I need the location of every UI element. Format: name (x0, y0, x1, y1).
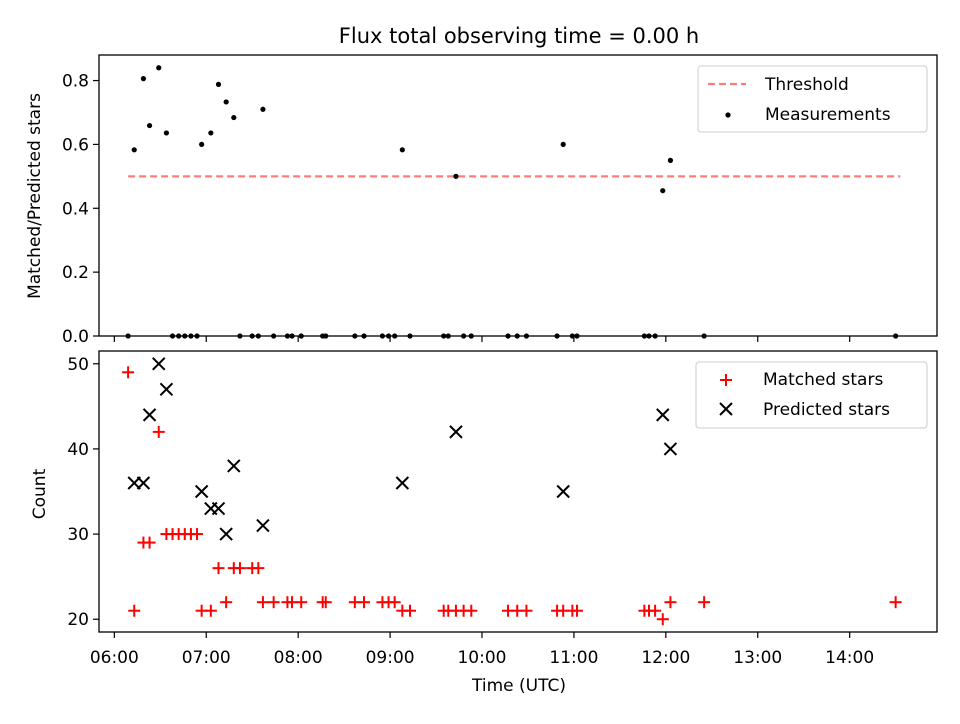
top-panel: 0.00.20.40.60.8 Matched/Predicted stars … (25, 54, 938, 347)
measurement-point (131, 147, 137, 153)
measurement-point (399, 147, 405, 153)
matched-point (204, 604, 217, 617)
matched-point (889, 596, 902, 609)
predicted-point (449, 425, 463, 439)
measurement-point (140, 76, 147, 82)
measurement-point (667, 157, 674, 163)
bottom-legend: Matched stars Predicted stars (695, 361, 928, 429)
measurement-point (260, 106, 266, 112)
predicted-point (211, 501, 226, 516)
x-axis-label: Time (UTC) (471, 676, 566, 696)
top-legend: Threshold Measurements (697, 65, 928, 133)
legend-predicted-swatch (719, 402, 733, 416)
matched-point (388, 596, 401, 609)
predicted-point (219, 527, 233, 541)
matched-point (403, 604, 416, 617)
matched-point (128, 604, 141, 617)
matched-point (295, 596, 308, 609)
predicted-point (194, 484, 209, 499)
top-axes-frame (98, 54, 938, 337)
matched-point (319, 596, 332, 609)
bottom-y-tick-label: 20 (67, 610, 89, 630)
measurement-point (199, 141, 205, 148)
predicted-point (656, 408, 670, 422)
bottom-axes-frame (98, 350, 938, 633)
matched-point (358, 596, 371, 609)
matched-point (212, 562, 225, 575)
bottom-y-tick-label: 50 (67, 355, 89, 375)
measurement-point (208, 130, 214, 136)
measurement-point (453, 173, 459, 179)
matched-point (698, 596, 711, 609)
x-tick-label: 06:00 (90, 648, 139, 668)
x-tick-label: 11:00 (549, 648, 598, 668)
x-tick-label: 14:00 (825, 648, 874, 668)
matched-point (520, 604, 533, 617)
x-tick-label: 07:00 (182, 648, 231, 668)
matched-point (122, 366, 135, 379)
matched-point (152, 425, 165, 438)
matched-point (664, 596, 677, 609)
matched-point (465, 604, 478, 617)
matched-point (256, 596, 269, 609)
legend-matched-swatch (720, 374, 732, 386)
top-legend-box (697, 65, 928, 133)
predicted-point (395, 476, 410, 490)
top-y-tick-label: 0.8 (62, 72, 89, 92)
legend-measurements-label: Measurements (765, 105, 891, 125)
legend-predicted-label: Predicted stars (763, 400, 890, 420)
bottom-y-tick-label: 30 (67, 525, 89, 545)
measurement-point (156, 65, 162, 71)
top-y-axis-label: Matched/Predicted stars (25, 93, 45, 299)
measurement-point (560, 141, 566, 148)
x-tick-label: 08:00 (274, 648, 323, 668)
predicted-point (256, 518, 270, 533)
matched-point (656, 613, 669, 626)
x-tick-label: 13:00 (733, 648, 782, 668)
x-tick-label: 12:00 (641, 648, 690, 668)
predicted-point (136, 476, 151, 490)
matched-point (233, 562, 246, 575)
top-y-tick-label: 0.4 (62, 199, 89, 219)
predicted-point (556, 484, 570, 499)
measurement-point (215, 81, 222, 87)
matched-point (220, 596, 233, 609)
x-tick-label: 09:00 (366, 648, 415, 668)
legend-matched-label: Matched stars (763, 370, 883, 390)
bottom-y-tick-label: 40 (67, 440, 89, 460)
x-tick-label: 10:00 (457, 648, 506, 668)
bottom-panel: 20 30 40 50 06:00 07:00 08:00 09:00 10:00 11:00 12… (30, 350, 938, 696)
matched-point (267, 596, 280, 609)
bottom-y-axis-label: Count (30, 468, 50, 519)
measurement-point (223, 99, 229, 105)
matched-point (143, 536, 156, 549)
measurement-point (660, 188, 666, 194)
predicted-point (159, 382, 174, 397)
matched-point (191, 528, 204, 541)
chart-title: Flux total observing time = 0.00 h (339, 24, 699, 48)
predicted-point (142, 408, 157, 422)
bottom-legend-box (695, 361, 928, 429)
matched-point (649, 604, 662, 617)
top-y-tick-label: 0.2 (62, 263, 89, 283)
legend-threshold-label: Threshold (764, 75, 849, 95)
legend-measurements-swatch (725, 112, 731, 118)
predicted-point (152, 357, 166, 371)
predicted-point (663, 442, 678, 456)
predicted-point (227, 459, 241, 473)
matched-point (570, 604, 583, 617)
matched-point (252, 562, 265, 575)
measurement-point (146, 122, 153, 129)
measurement-point (163, 130, 170, 136)
top-y-tick-label: 0.6 (62, 135, 89, 155)
top-y-tick-label: 0.0 (62, 327, 89, 347)
measurement-point (231, 114, 237, 121)
